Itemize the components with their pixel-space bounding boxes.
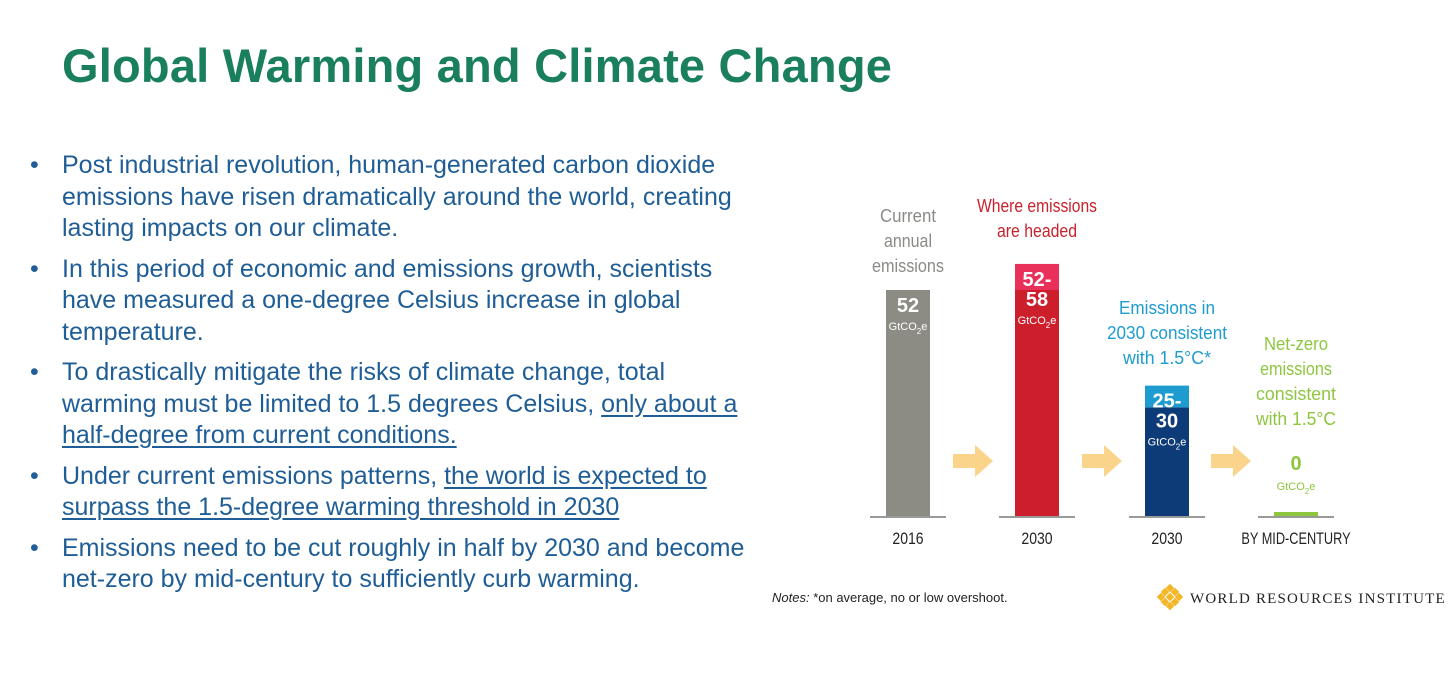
bar-body: [886, 290, 930, 516]
bar-value-label: 58: [1026, 289, 1048, 311]
bar-heading: Current: [880, 206, 936, 226]
bullet-dot-icon: •: [30, 358, 39, 386]
bar-range-top: [1145, 385, 1189, 408]
bullet-link[interactable]: only about a half-degree from current co…: [62, 389, 738, 450]
bar-heading: emissions: [872, 256, 944, 276]
bullet-dot-icon: •: [30, 533, 39, 562]
category-label: 2030: [1021, 529, 1052, 548]
note-text: *on average, no or low overshoot.: [810, 590, 1008, 605]
unit-tail: e: [1309, 481, 1315, 493]
bar-unit-label: GtCO2e: [1277, 481, 1316, 496]
bullet-item: • In this period of economic and emission…: [30, 254, 760, 349]
emissions-chart: Current annual emissions 52 GtCO2e 2016 Where …: [760, 180, 1450, 620]
unit-main: GtCO: [1277, 481, 1306, 493]
unit-subscript: 2: [1305, 487, 1310, 496]
bar-heading: annual: [884, 231, 932, 251]
bullet-text: Emissions need to be cut roughly in half…: [62, 533, 745, 594]
bullet-dot-icon: •: [30, 254, 39, 283]
bar-heading: with 1.5°C*: [1122, 348, 1211, 368]
bullet-item: • Post industrial revolution, human-gener…: [30, 150, 760, 245]
chart-note: Notes: *on average, no or low overshoot.: [772, 590, 1008, 605]
bullet-dot-icon: •: [30, 461, 39, 490]
bar-heading: Where emissions: [977, 196, 1097, 216]
bar-unit-label: GtCO2e: [1148, 437, 1187, 452]
bullet-text: To drastically mitigate the risks of cli…: [62, 358, 666, 418]
unit-subscript: 2: [1176, 443, 1181, 452]
bullet-item: • To drastically mitigate the risks of cl…: [30, 357, 760, 452]
bar-range-top: [1015, 263, 1059, 290]
bar-value-label: 25-: [1153, 391, 1182, 413]
emissions-chart-svg: Currentannualemissions52GtCO2e2016Where …: [772, 196, 1446, 611]
bar-heading: emissions: [1260, 359, 1332, 379]
bar-heading: are headed: [997, 221, 1077, 241]
slide-title: Global Warming and Climate Change: [62, 39, 893, 92]
unit-main: GtCO: [1018, 315, 1047, 327]
bullet-list: • Post industrial revolution, human-gener…: [30, 150, 760, 605]
bullet-text: In this period of economic and emissions…: [62, 254, 713, 346]
category-label: 2016: [892, 529, 923, 548]
unit-main: GtCO: [889, 321, 918, 333]
bar-value-label: 0: [1290, 453, 1301, 475]
bar-value-label: 52-: [1023, 269, 1052, 291]
bar-unit-label: GtCO2e: [889, 321, 928, 336]
unit-subscript: 2: [1046, 321, 1051, 330]
bar-heading: Net-zero: [1264, 334, 1328, 354]
unit-tail: e: [1050, 315, 1056, 327]
unit-tail: e: [1180, 437, 1186, 449]
bullet-dot-icon: •: [30, 151, 39, 179]
note-prefix: Notes:: [772, 590, 810, 605]
bar-zero: [1274, 512, 1318, 516]
bullet-text: Post industrial revolution, human-genera…: [62, 151, 732, 242]
bar-heading: with 1.5°C: [1255, 409, 1336, 429]
bullet-text: Under current emissions patterns,: [62, 461, 445, 490]
bullet-item: • Under current emissions patterns, the w…: [30, 461, 760, 524]
category-label: BY MID-CENTURY: [1241, 529, 1350, 548]
bullet-link[interactable]: the world is expected to surpass the 1.5…: [62, 461, 707, 522]
bar-body: [1015, 290, 1059, 516]
bar-heading: 2030 consistent: [1107, 323, 1227, 343]
category-label: 2030: [1151, 529, 1182, 548]
source-label: WORLD RESOURCES INSTITUTE: [1190, 591, 1446, 607]
unit-subscript: 2: [917, 327, 922, 336]
bar-heading: consistent: [1256, 384, 1336, 404]
arrow-right-icon: [1082, 445, 1122, 477]
bar-value-label: 30: [1156, 411, 1178, 433]
unit-main: GtCO: [1148, 437, 1177, 449]
bullet-item: • Emissions need to be cut roughly in hal…: [30, 533, 760, 596]
arrow-right-icon: [953, 445, 993, 477]
bar-value-label: 52: [897, 295, 919, 317]
bar-unit-label: GtCO2e: [1018, 315, 1057, 330]
unit-tail: e: [921, 321, 927, 333]
arrow-right-icon: [1211, 445, 1251, 477]
bar-heading: Emissions in: [1119, 298, 1215, 318]
bar-body: [1145, 407, 1189, 516]
